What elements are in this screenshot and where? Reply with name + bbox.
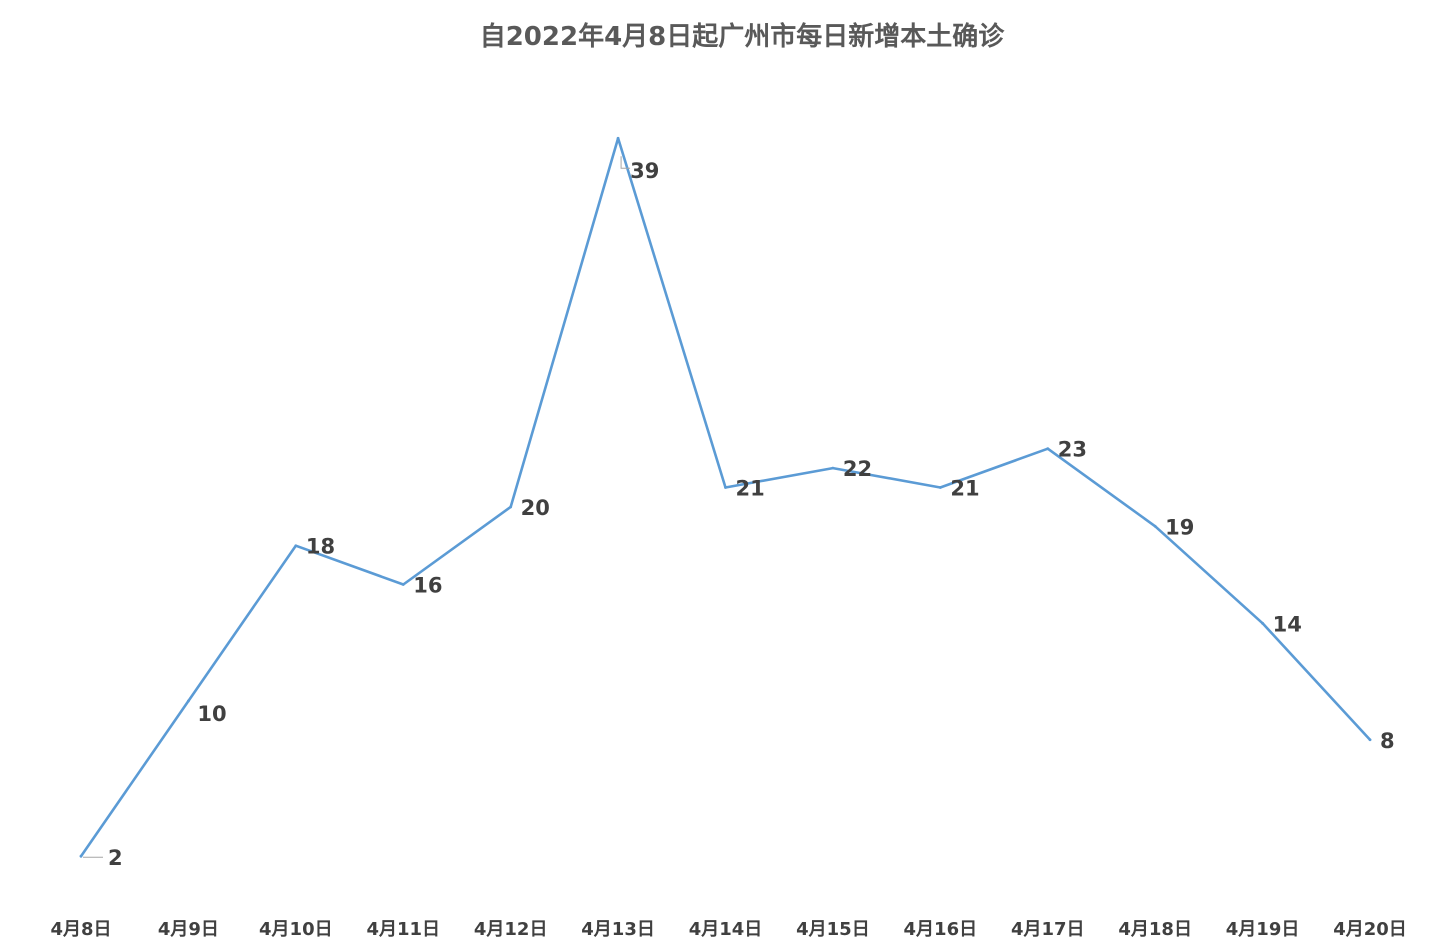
x-tick-label: 4月11日 <box>366 919 440 940</box>
x-tick-label: 4月13日 <box>581 919 655 940</box>
data-label: 21 <box>950 477 979 501</box>
x-tick-label: 4月12日 <box>474 919 548 940</box>
data-label: 8 <box>1380 729 1395 753</box>
x-tick-label: 4月15日 <box>796 919 870 940</box>
data-label: 23 <box>1058 438 1087 462</box>
x-tick-label: 4月9日 <box>158 919 219 940</box>
data-point <box>616 136 620 140</box>
data-point <box>1261 621 1264 625</box>
data-label: 20 <box>521 496 550 520</box>
data-point <box>1368 738 1372 742</box>
data-label: 14 <box>1273 612 1302 636</box>
x-tick-label: 4月19日 <box>1226 919 1300 940</box>
x-tick-label: 4月16日 <box>904 919 978 940</box>
data-point <box>831 466 835 470</box>
data-point <box>938 486 942 489</box>
data-label: 22 <box>843 457 872 481</box>
x-tick-label: 4月14日 <box>689 919 763 940</box>
label-leader-line <box>620 156 631 169</box>
data-point <box>724 486 727 489</box>
data-label: 19 <box>1165 515 1194 539</box>
x-tick-label: 4月10日 <box>259 919 333 940</box>
data-point <box>79 854 83 858</box>
x-tick-label: 4月17日 <box>1011 919 1085 940</box>
data-point <box>509 505 513 509</box>
data-point <box>401 583 405 586</box>
data-label: 18 <box>306 535 335 559</box>
x-tick-label: 4月8日 <box>50 919 111 940</box>
data-label: 39 <box>630 159 659 183</box>
x-tick-label: 4月18日 <box>1118 919 1192 940</box>
data-point <box>1046 447 1050 451</box>
data-label: 21 <box>736 477 765 501</box>
plot-area: 4月8日 4月9日 4月10日 4月11日 4月12日 4月13日 4月14日 4月15日 4月… <box>50 136 1407 940</box>
data-label: 16 <box>413 574 442 598</box>
series-line <box>79 136 1372 858</box>
data-point <box>1153 524 1157 528</box>
data-point <box>294 544 298 548</box>
data-label: 2 <box>108 846 123 870</box>
chart-title: 自2022年4月8日起广州市每日新增本土确诊 <box>480 21 1006 52</box>
x-tick-label: 4月20日 <box>1333 919 1407 940</box>
data-label: 10 <box>197 702 226 726</box>
data-point <box>187 699 190 703</box>
